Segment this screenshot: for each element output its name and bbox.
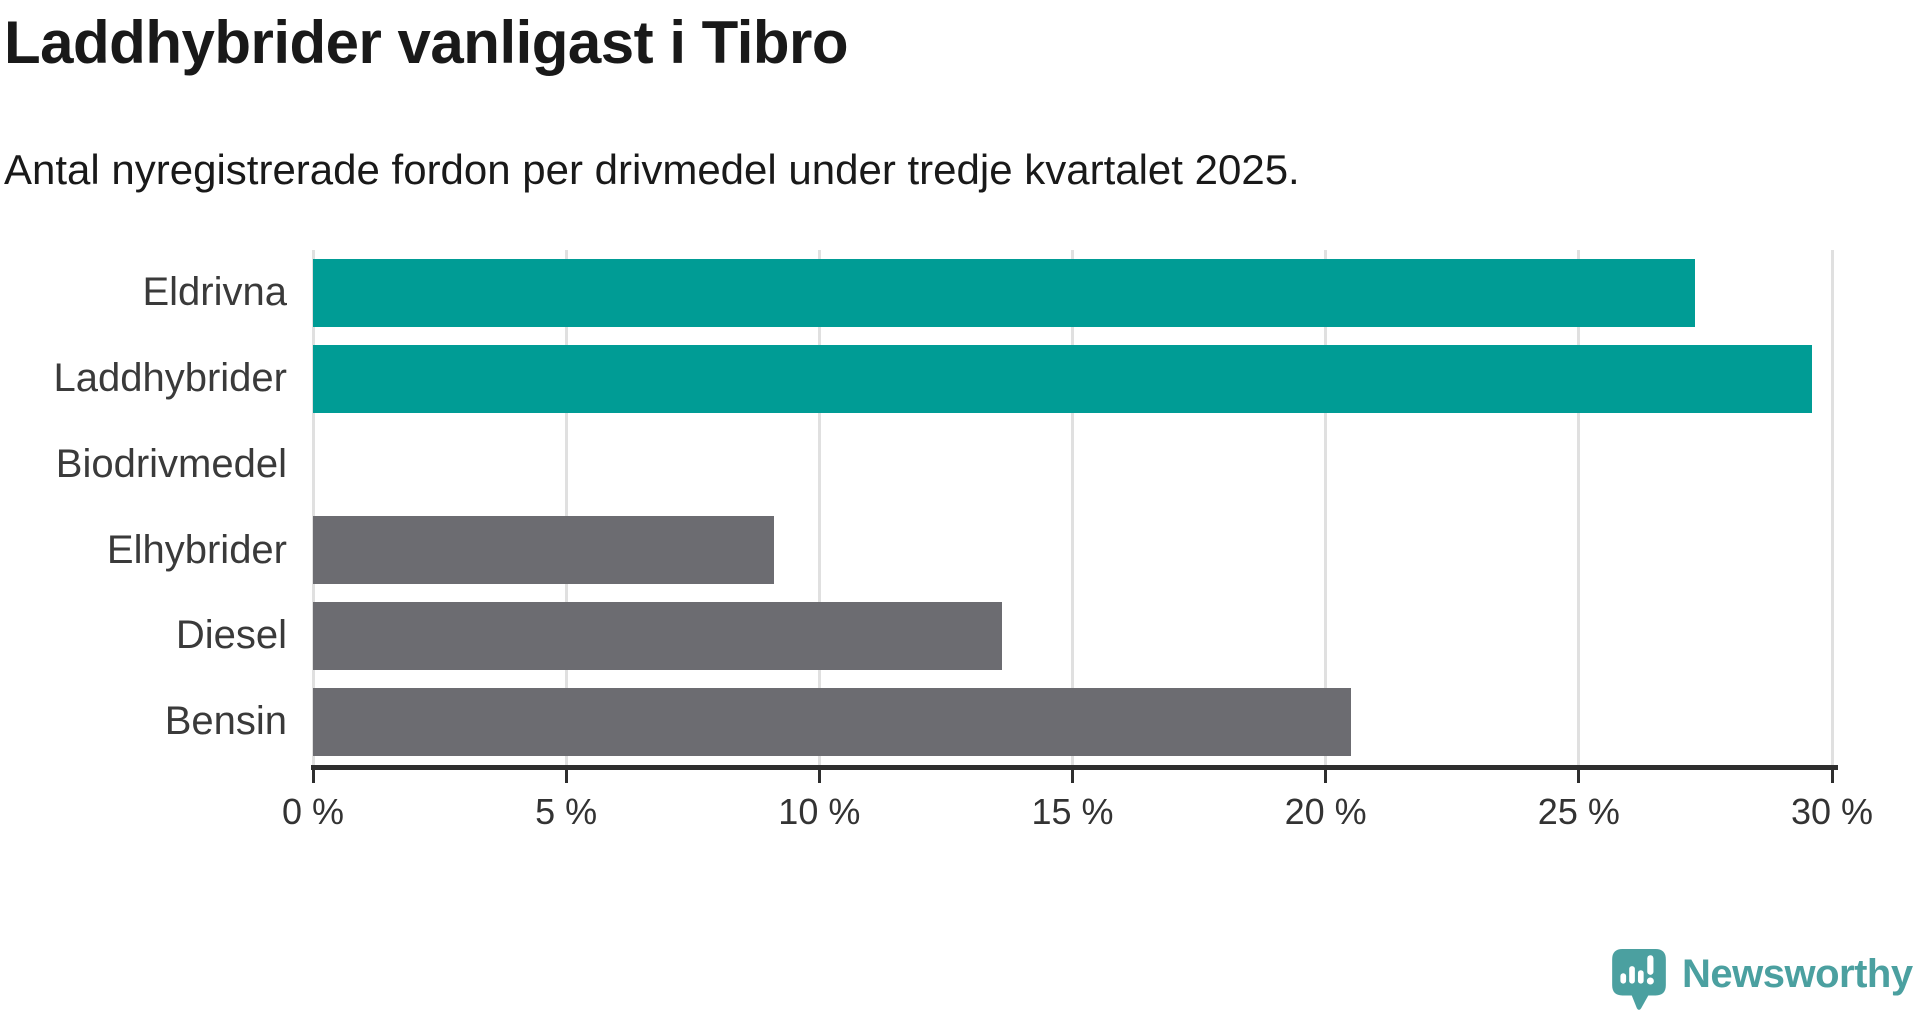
gridline [1324, 250, 1328, 765]
gridline [817, 250, 821, 765]
newsworthy-logo-icon [1612, 949, 1666, 1010]
gridline [564, 250, 568, 765]
chart-subtitle: Antal nyregistrerade fordon per drivmede… [4, 146, 1300, 193]
newsworthy-logo-text: Newsworthy [1682, 952, 1913, 996]
x-axis-tick-label: 20 % [1284, 791, 1367, 832]
x-axis-tick [1830, 769, 1834, 783]
bar-elhybrider [313, 516, 774, 585]
x-axis-line [311, 765, 1838, 770]
x-axis-tick [1071, 769, 1074, 783]
x-axis-tick-label: 30 % [1790, 791, 1874, 832]
gridline [311, 250, 315, 765]
x-axis-tick-label: 0 % [281, 791, 345, 832]
x-axis-tick [817, 769, 821, 783]
chart-title: Laddhybrider vanligast i Tibro [4, 9, 849, 76]
category-label-bensin: Bensin [164, 699, 287, 744]
x-axis-tick-label: 15 % [1031, 791, 1114, 832]
bar-eldrivna [313, 258, 1696, 327]
category-label-diesel: Diesel [175, 613, 287, 658]
category-label-eldrivna: Eldrivna [142, 270, 287, 314]
newsworthy-logo: Newsworthy [1610, 948, 1913, 1010]
category-label-laddhybrider: Laddhybrider [53, 355, 288, 400]
x-axis-tick-label: 25 % [1537, 791, 1620, 832]
bar-laddhybrider [313, 344, 1812, 413]
x-axis-tick [311, 769, 315, 783]
x-axis-tick [564, 769, 568, 783]
gridline [1830, 250, 1834, 765]
bar-diesel [313, 602, 1002, 671]
gridline [1577, 250, 1581, 765]
bar-bensin [313, 688, 1351, 757]
x-axis-tick-label: 10 % [778, 791, 861, 832]
x-axis-tick [1577, 769, 1581, 783]
category-label-biodrivmedel: Biodrivmedel [55, 441, 287, 486]
x-axis-tick [1324, 769, 1328, 783]
category-label-elhybrider: Elhybrider [106, 527, 287, 572]
gridline [1071, 250, 1074, 765]
x-axis-tick-label: 5 % [535, 791, 598, 832]
